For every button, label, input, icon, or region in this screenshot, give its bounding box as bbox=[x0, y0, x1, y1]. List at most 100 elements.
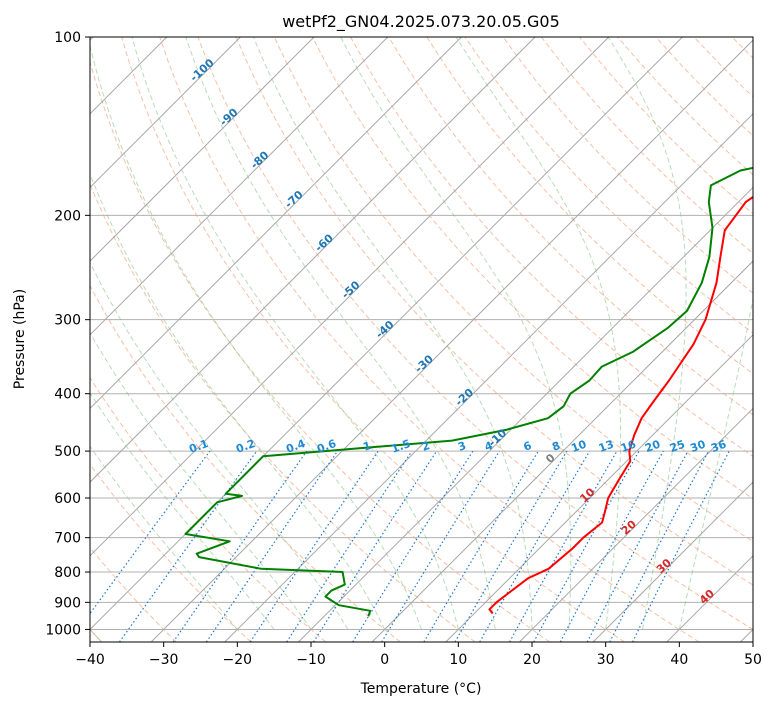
mixing-ratio-line bbox=[119, 450, 258, 642]
y-tick-label: 900 bbox=[54, 595, 81, 611]
x-tick-label: 0 bbox=[380, 652, 389, 668]
skewed-isotherms bbox=[90, 37, 753, 642]
y-tick-label: 700 bbox=[54, 531, 81, 547]
mixing-ratio-line bbox=[381, 450, 501, 642]
mixing-ratio-line bbox=[632, 450, 730, 642]
dry-adiabat bbox=[197, 37, 753, 630]
isotherm bbox=[90, 37, 610, 557]
mixing-ratio-label: 30 bbox=[688, 438, 707, 456]
dry-adiabat bbox=[311, 37, 753, 500]
isotherm bbox=[519, 407, 753, 642]
mixing-ratio-label: 2 bbox=[420, 439, 432, 454]
mixing-ratio-label: 8 bbox=[550, 439, 562, 454]
moist-adiabat bbox=[253, 37, 533, 630]
moist-adiabat bbox=[607, 37, 687, 630]
dry-adiabat bbox=[159, 37, 700, 642]
y-tick-label: 500 bbox=[54, 444, 81, 460]
x-tick-label: −30 bbox=[149, 652, 179, 668]
isobar-grid bbox=[90, 37, 753, 630]
mixing-ratio-line bbox=[533, 450, 640, 642]
mixing-ratio-label: 0.4 bbox=[284, 437, 307, 456]
y-axis-ticks: 100 200 300 400 500 600 700 800 900 1000 bbox=[45, 30, 90, 638]
mixing-ratio-line bbox=[312, 450, 438, 642]
moist-adiabat bbox=[340, 37, 572, 630]
y-tick-label: 200 bbox=[54, 208, 81, 224]
mixing-ratio-line bbox=[90, 450, 211, 615]
moist-adiabat bbox=[455, 37, 622, 630]
y-tick-label: 400 bbox=[54, 387, 81, 403]
y-axis-label: Pressure (hPa) bbox=[12, 289, 28, 389]
dry-adiabat bbox=[388, 37, 753, 416]
y-tick-label: 600 bbox=[54, 491, 81, 507]
mixing-ratio-line bbox=[509, 450, 618, 642]
isotherm bbox=[371, 260, 753, 642]
mixing-ratio-line bbox=[249, 450, 379, 642]
isotherm bbox=[90, 37, 241, 189]
y-tick-label: 800 bbox=[54, 565, 81, 581]
mixing-ratio-line bbox=[286, 450, 413, 642]
x-tick-label: 10 bbox=[449, 652, 467, 668]
x-tick-label: −20 bbox=[223, 652, 253, 668]
chart-title: wetPf2_GN04.2025.073.20.05.G05 bbox=[282, 12, 560, 32]
mixing-ratio-label: 4 bbox=[483, 439, 495, 454]
x-axis-label: Temperature (°C) bbox=[360, 681, 482, 697]
dry-adiabat bbox=[90, 182, 476, 642]
isotherm bbox=[445, 334, 753, 642]
mixing-ratio-label: 36 bbox=[709, 438, 728, 456]
moist-adiabat bbox=[90, 331, 312, 630]
dry-adiabats bbox=[90, 37, 753, 642]
mixing-ratio-label: 25 bbox=[668, 438, 687, 455]
dry-adiabat bbox=[502, 37, 753, 294]
x-tick-label: 30 bbox=[597, 652, 615, 668]
mixing-ratio-label: 6 bbox=[522, 439, 534, 454]
y-tick-label: 1000 bbox=[45, 622, 81, 638]
mixing-ratio-label: 3 bbox=[456, 439, 468, 454]
mixing-ratio-label: 1.5 bbox=[390, 437, 413, 456]
x-tick-label: 20 bbox=[523, 652, 541, 668]
mixing-ratio-label: 0.2 bbox=[234, 437, 257, 456]
mixing-ratio-label: 0.1 bbox=[187, 437, 210, 456]
dry-adiabat bbox=[90, 463, 252, 642]
temperature-line bbox=[488, 195, 753, 615]
isotherm bbox=[90, 37, 315, 262]
mixing-ratio-label: 13 bbox=[597, 438, 616, 455]
moist-adiabat bbox=[185, 37, 496, 630]
dry-adiabat bbox=[90, 60, 551, 642]
moist-adiabats bbox=[90, 37, 753, 630]
isotherm bbox=[90, 37, 683, 631]
moist-adiabat bbox=[90, 261, 349, 630]
moist-adiabat bbox=[90, 172, 386, 630]
dry-adiabat bbox=[90, 546, 177, 642]
mixing-ratio-label: 1 bbox=[361, 439, 373, 454]
mixing-ratio-line bbox=[172, 450, 308, 642]
isotherm bbox=[90, 37, 536, 483]
mixing-ratio-label: 16 bbox=[619, 438, 638, 456]
x-tick-label: −40 bbox=[75, 652, 105, 668]
dewpoint-line bbox=[184, 166, 753, 617]
mixing-ratio-label: 20 bbox=[643, 438, 662, 456]
mixing-ratio-line bbox=[352, 450, 474, 642]
dry-adiabat bbox=[426, 37, 753, 375]
plot-area: -100-90-80-70-60-50-40-30-20-10010203040… bbox=[90, 37, 753, 642]
dry-adiabat bbox=[90, 376, 327, 642]
y-tick-label: 100 bbox=[54, 30, 81, 46]
dry-adiabat bbox=[121, 37, 625, 642]
sounding-series bbox=[184, 166, 753, 617]
isotherm bbox=[298, 186, 753, 642]
mixing-ratio-label: 10 bbox=[569, 438, 588, 456]
dry-adiabat bbox=[235, 37, 753, 586]
plot-frame bbox=[89, 36, 754, 643]
isotherm bbox=[224, 113, 753, 642]
moist-adiabat bbox=[90, 43, 422, 630]
x-tick-label: 50 bbox=[744, 652, 762, 668]
isotherm bbox=[150, 39, 753, 642]
moist-adiabat bbox=[678, 296, 753, 630]
x-axis-ticks: −40 −30 −20 −10 0 10 20 30 40 50 bbox=[75, 642, 762, 668]
isotherm bbox=[90, 37, 462, 410]
y-tick-label: 300 bbox=[54, 313, 81, 329]
mixing-ratio-line bbox=[559, 450, 664, 642]
isotherm bbox=[592, 481, 753, 642]
x-tick-label: −10 bbox=[296, 652, 326, 668]
